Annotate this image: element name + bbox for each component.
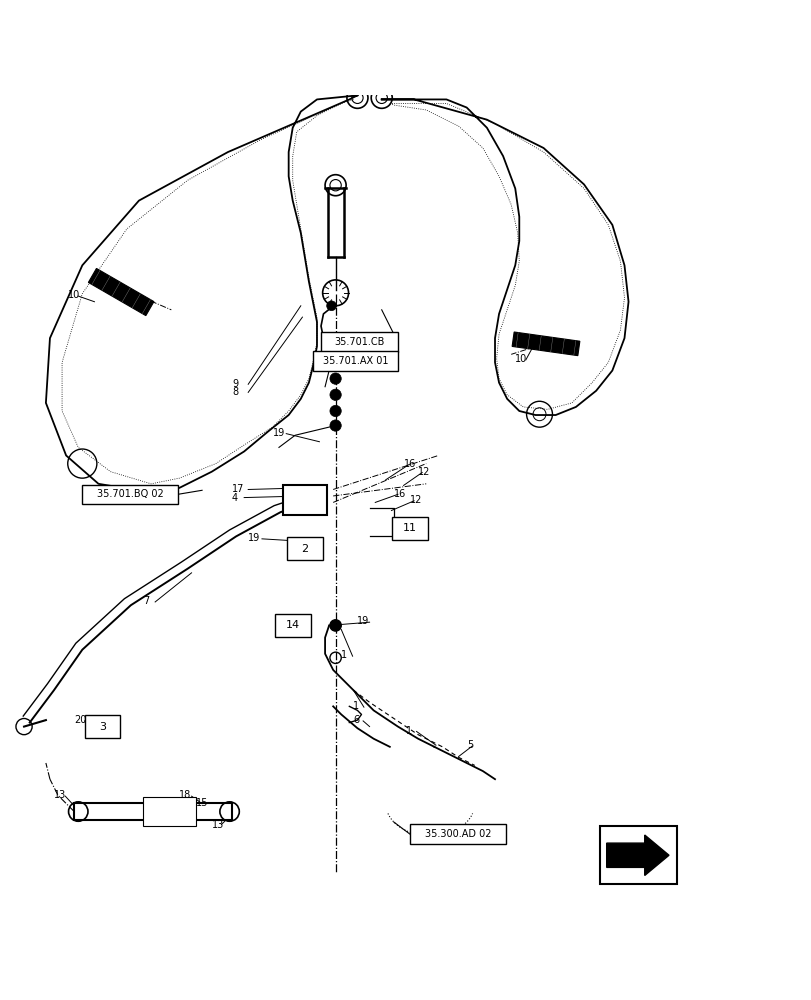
Text: 13: 13 [54, 790, 67, 800]
Text: 9: 9 [232, 379, 238, 389]
Text: 1: 1 [353, 701, 359, 711]
Bar [74, 803, 232, 820]
Polygon shape [606, 835, 668, 875]
Bar [275, 614, 310, 637]
Circle shape [329, 405, 341, 417]
Text: 11: 11 [402, 523, 417, 533]
Bar [82, 485, 178, 504]
Text: 10: 10 [67, 290, 80, 300]
Circle shape [329, 620, 341, 631]
Text: 3: 3 [99, 722, 106, 732]
Text: 4: 4 [232, 493, 238, 503]
Circle shape [326, 337, 336, 347]
Text: 35.701.AX 01: 35.701.AX 01 [322, 356, 388, 366]
Text: 16: 16 [393, 489, 406, 499]
Text: 1: 1 [406, 726, 412, 736]
Circle shape [329, 420, 341, 431]
Text: 35.701.CB: 35.701.CB [334, 337, 384, 347]
Bar [287, 537, 322, 560]
Text: 15: 15 [195, 798, 208, 808]
Text: 12: 12 [410, 495, 422, 505]
Text: 2: 2 [301, 544, 308, 554]
Bar [320, 332, 397, 352]
Text: 19: 19 [248, 533, 260, 543]
Bar [392, 517, 427, 540]
Bar [312, 351, 397, 371]
Text: 14: 14 [285, 620, 299, 630]
Text: 16: 16 [404, 459, 416, 469]
Text: 18: 18 [179, 790, 191, 800]
Bar [143, 797, 195, 826]
Text: 12: 12 [418, 467, 430, 477]
Text: 35.300.AD 02: 35.300.AD 02 [424, 829, 491, 839]
Bar [88, 268, 154, 316]
Text: 6: 6 [353, 715, 359, 725]
Circle shape [326, 301, 336, 311]
Text: 20: 20 [74, 715, 87, 725]
Bar [282, 485, 327, 515]
Circle shape [329, 357, 341, 368]
Text: 7: 7 [143, 596, 149, 606]
Circle shape [329, 389, 341, 400]
Bar [410, 824, 505, 844]
Text: 10: 10 [515, 354, 527, 364]
Text: 8: 8 [232, 387, 238, 397]
Text: 35.701.BQ 02: 35.701.BQ 02 [97, 489, 163, 499]
Text: 5: 5 [466, 740, 472, 750]
Text: 19: 19 [272, 428, 285, 438]
Text: 1: 1 [341, 650, 347, 660]
Bar [512, 332, 579, 356]
Bar [599, 826, 676, 884]
Circle shape [329, 373, 341, 384]
Text: 17: 17 [232, 484, 244, 494]
Text: 13: 13 [212, 820, 224, 830]
Text: 19: 19 [357, 616, 369, 626]
Bar [84, 715, 120, 738]
